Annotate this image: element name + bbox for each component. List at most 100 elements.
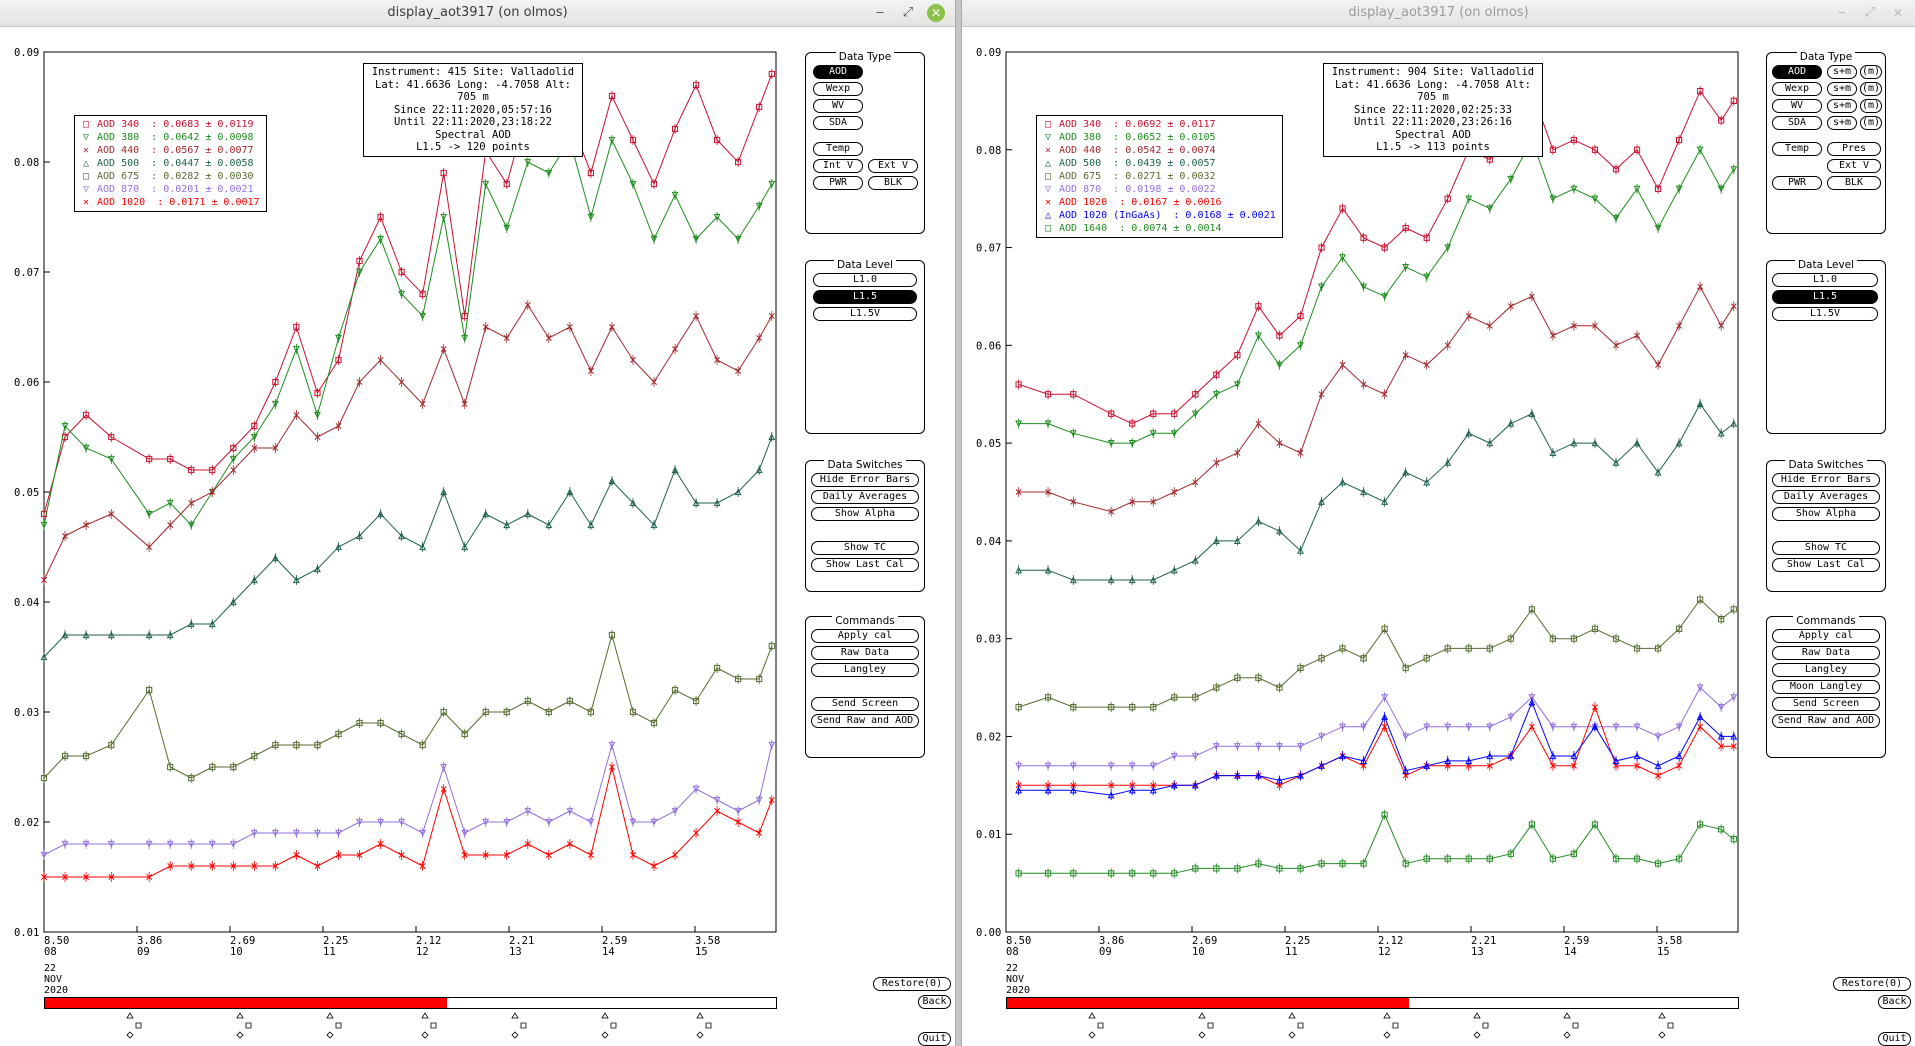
quit-button[interactable]: Quit bbox=[1878, 1032, 1911, 1046]
ext-v-button[interactable]: Ext V bbox=[868, 159, 918, 173]
back-button[interactable]: Back bbox=[918, 995, 951, 1009]
blk-button[interactable]: BLK bbox=[1827, 176, 1881, 190]
data-point bbox=[146, 544, 153, 550]
data-type-panel: Data Type AOD s+m (m) Wexp s+m (m) WV s+… bbox=[1766, 51, 1886, 234]
wv-button[interactable]: WV bbox=[813, 99, 863, 113]
data-point bbox=[630, 852, 636, 858]
pwr-button[interactable]: PWR bbox=[813, 176, 863, 190]
send-raw-and-aod-button[interactable]: Send Raw and AOD bbox=[1772, 714, 1880, 728]
moon-langley-button[interactable]: Moon Langley bbox=[1772, 680, 1880, 694]
data-point bbox=[713, 499, 721, 507]
data-point bbox=[1015, 566, 1023, 574]
data-point bbox=[377, 818, 384, 826]
m-button[interactable]: (m) bbox=[1860, 99, 1882, 113]
send-screen-button[interactable]: Send Screen bbox=[811, 697, 919, 711]
data-point bbox=[272, 741, 279, 749]
quit-button[interactable]: Quit bbox=[918, 1032, 951, 1046]
maximize-icon[interactable]: ⤢ bbox=[902, 5, 914, 20]
minimize-icon[interactable]: ‒ bbox=[875, 5, 885, 20]
level-l10-button[interactable]: L1.0 bbox=[1772, 273, 1878, 287]
data-point bbox=[1655, 361, 1662, 368]
level-l15v-button[interactable]: L1.5V bbox=[1772, 307, 1878, 321]
data-point bbox=[1612, 723, 1620, 731]
show-last-cal-button[interactable]: Show Last Cal bbox=[1772, 558, 1880, 572]
ext-v-button[interactable]: Ext V bbox=[1827, 159, 1881, 173]
x-tick-label: 2.59 bbox=[1564, 935, 1589, 947]
send-raw-and-aod-button[interactable]: Send Raw and AOD bbox=[811, 714, 919, 728]
data-point bbox=[1149, 762, 1157, 770]
back-button[interactable]: Back bbox=[1878, 995, 1911, 1009]
minimize-icon[interactable]: ‒ bbox=[1837, 5, 1847, 20]
show-last-cal-button[interactable]: Show Last Cal bbox=[811, 558, 919, 572]
x-tick-label: 3.86 bbox=[137, 935, 162, 947]
y-tick-label: 0.05 bbox=[976, 438, 1001, 450]
data-point bbox=[1339, 752, 1346, 760]
window-divider[interactable] bbox=[955, 0, 962, 1046]
data-point bbox=[1696, 400, 1704, 408]
level-l15-button[interactable]: L1.5 bbox=[1772, 290, 1878, 304]
int-v-button[interactable]: Int V bbox=[813, 159, 863, 173]
time-progress-bar[interactable] bbox=[1006, 997, 1739, 1009]
langley-button[interactable]: Langley bbox=[811, 663, 919, 677]
data-point bbox=[61, 422, 69, 430]
series-line bbox=[1018, 700, 1734, 796]
pwr-button[interactable]: PWR bbox=[1772, 176, 1822, 190]
level-l15-button[interactable]: L1.5 bbox=[813, 290, 917, 304]
restore-button[interactable]: Restore(0) bbox=[1833, 977, 1911, 991]
close-icon[interactable]: ✕ bbox=[1892, 6, 1904, 20]
scan-marker bbox=[1473, 1012, 1481, 1019]
data-point bbox=[1444, 244, 1452, 252]
send-screen-button[interactable]: Send Screen bbox=[1772, 697, 1880, 711]
langley-button[interactable]: Langley bbox=[1772, 663, 1880, 677]
raw-data-button[interactable]: Raw Data bbox=[1772, 646, 1880, 660]
y-tick-label: 0.03 bbox=[14, 707, 39, 719]
data-point bbox=[146, 686, 153, 694]
sm-button[interactable]: s+m bbox=[1827, 82, 1857, 96]
show-tc-button[interactable]: Show TC bbox=[811, 541, 919, 555]
pres-button[interactable]: Pres bbox=[1827, 142, 1881, 156]
m-button[interactable]: (m) bbox=[1860, 82, 1882, 96]
restore-button[interactable]: Restore(0) bbox=[873, 977, 951, 991]
time-progress-bar[interactable] bbox=[44, 997, 777, 1009]
wv-button[interactable]: WV bbox=[1772, 99, 1822, 113]
legend: □ AOD 340 : 0.0683 ± 0.0119 ▽ AOD 380 : 0.0… bbox=[74, 115, 267, 212]
level-l10-button[interactable]: L1.0 bbox=[813, 273, 917, 287]
level-l15v-button[interactable]: L1.5V bbox=[813, 307, 917, 321]
m-button[interactable]: (m) bbox=[1860, 65, 1882, 79]
close-icon[interactable]: ✕ bbox=[927, 4, 945, 22]
data-point bbox=[1444, 342, 1451, 349]
sda-button[interactable]: SDA bbox=[813, 116, 863, 130]
m-button[interactable]: (m) bbox=[1860, 116, 1882, 130]
aod-button[interactable]: AOD bbox=[813, 65, 863, 79]
show-alpha-button[interactable]: Show Alpha bbox=[1772, 507, 1880, 521]
legend-entry: □ AOD 1640 : 0.0074 ± 0.0014 bbox=[1041, 222, 1276, 235]
data-type-panel: Data Type AOD Wexp WV SDA Temp Int V Ext… bbox=[805, 51, 925, 234]
data-point bbox=[419, 401, 426, 407]
commands-panel: Commands Apply cal Raw Data Langley Send… bbox=[805, 615, 925, 758]
hide-error-bars-button[interactable]: Hide Error Bars bbox=[811, 473, 919, 487]
apply-cal-button[interactable]: Apply cal bbox=[811, 629, 919, 643]
sda-button[interactable]: SDA bbox=[1772, 116, 1822, 130]
daily-averages-button[interactable]: Daily Averages bbox=[1772, 490, 1880, 504]
data-point bbox=[1570, 850, 1578, 857]
temp-button[interactable]: Temp bbox=[1772, 142, 1822, 156]
data-point bbox=[167, 522, 174, 528]
show-tc-button[interactable]: Show TC bbox=[1772, 541, 1880, 555]
aod-button[interactable]: AOD bbox=[1772, 65, 1822, 79]
data-point bbox=[1191, 556, 1199, 564]
wexp-button[interactable]: Wexp bbox=[813, 82, 863, 96]
temp-button[interactable]: Temp bbox=[813, 142, 863, 156]
hide-error-bars-button[interactable]: Hide Error Bars bbox=[1772, 473, 1880, 487]
wexp-button[interactable]: Wexp bbox=[1772, 82, 1822, 96]
sm-button[interactable]: s+m bbox=[1827, 65, 1857, 79]
raw-data-button[interactable]: Raw Data bbox=[811, 646, 919, 660]
apply-cal-button[interactable]: Apply cal bbox=[1772, 629, 1880, 643]
sm-button[interactable]: s+m bbox=[1827, 116, 1857, 130]
legend-label: AOD 380 : 0.0642 ± 0.0098 bbox=[97, 132, 254, 143]
daily-averages-button[interactable]: Daily Averages bbox=[811, 490, 919, 504]
sm-button[interactable]: s+m bbox=[1827, 99, 1857, 113]
series-aod-440 bbox=[41, 300, 775, 585]
maximize-icon[interactable]: ⤢ bbox=[1864, 5, 1876, 20]
blk-button[interactable]: BLK bbox=[868, 176, 918, 190]
show-alpha-button[interactable]: Show Alpha bbox=[811, 507, 919, 521]
